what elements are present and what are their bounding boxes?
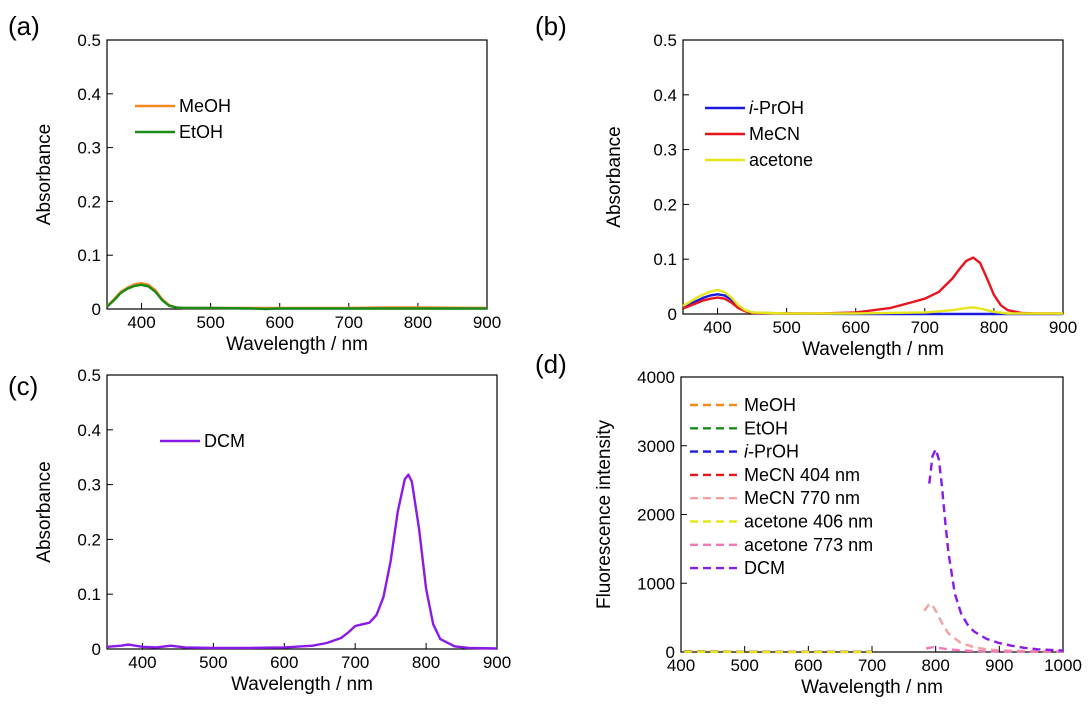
- panel-label: (c): [8, 371, 38, 401]
- x-tick-label: 500: [199, 653, 227, 672]
- x-tick-label: 500: [196, 313, 224, 332]
- series-line-6: [925, 646, 1064, 653]
- x-tick-label: 900: [985, 656, 1013, 675]
- series-line-0: [106, 282, 488, 310]
- legend-label: EtOH: [179, 122, 223, 142]
- x-tick-label: 400: [703, 318, 731, 337]
- legend-label: acetone 406 nm: [744, 512, 873, 532]
- x-tick-label: 500: [730, 656, 758, 675]
- x-tick-label: 1000: [1044, 656, 1082, 675]
- y-tick-label: 0.5: [77, 31, 101, 50]
- x-tick-label: 600: [794, 656, 822, 675]
- y-tick-label: 0.5: [77, 366, 101, 385]
- legend-label: acetone: [749, 150, 813, 170]
- panel-label: (d): [535, 349, 567, 379]
- y-axis-label: Absorbance: [34, 124, 55, 225]
- series-line-1: [106, 283, 487, 311]
- y-tick-label: 0.3: [77, 476, 101, 495]
- y-tick-label: 0.2: [77, 192, 101, 211]
- x-tick-label: 400: [127, 313, 155, 332]
- legend-label: MeCN 404 nm: [744, 465, 860, 485]
- y-tick-label: 0.1: [77, 246, 101, 265]
- x-axis-label: Wavelength / nm: [231, 674, 373, 695]
- y-tick-label: 3000: [637, 437, 675, 456]
- y-tick-label: 0.3: [77, 139, 101, 158]
- x-tick-label: 600: [266, 313, 294, 332]
- x-tick-label: 600: [842, 318, 870, 337]
- y-tick-label: 0.4: [653, 86, 677, 105]
- y-tick-label: 0.4: [77, 421, 101, 440]
- x-tick-label: 700: [911, 318, 939, 337]
- x-tick-label: 600: [270, 653, 298, 672]
- legend-label: EtOH: [744, 418, 788, 438]
- legend-label: MeOH: [744, 395, 796, 415]
- x-tick-label: 500: [772, 318, 800, 337]
- x-tick-label: 700: [341, 653, 369, 672]
- y-tick-label: 0: [92, 640, 101, 659]
- x-tick-label: 400: [667, 656, 695, 675]
- chart-panel-d: (d) 400 500 600 700 800 900 1000 0 1000 2000 3000 40…: [535, 349, 1082, 698]
- y-tick-label: 0.3: [653, 141, 677, 160]
- y-tick-label: 0.4: [77, 85, 101, 104]
- plot-frame: [106, 374, 498, 650]
- x-tick-label: 900: [483, 653, 511, 672]
- panel-label: (a): [8, 11, 40, 41]
- legend-label: MeOH: [179, 96, 231, 116]
- x-axis-label: Wavelength / nm: [802, 339, 944, 360]
- x-tick-label: 900: [473, 313, 501, 332]
- x-tick-label: 700: [858, 656, 886, 675]
- chart-panel-a: (a) 400 500 600 700 800 900 0 0.1 0.2 0.3 0.4 0.5 Wav…: [8, 11, 501, 355]
- x-tick-label: 800: [412, 653, 440, 672]
- y-tick-label: 0: [92, 300, 101, 319]
- y-tick-label: 2000: [637, 506, 675, 525]
- plot-frame: [106, 39, 488, 310]
- y-axis-label: Absorbance: [604, 126, 625, 227]
- y-tick-label: 0: [668, 305, 677, 324]
- series-line-7: [928, 448, 1064, 652]
- y-tick-label: 0.1: [77, 585, 101, 604]
- series-line-4: [923, 602, 1064, 653]
- x-tick-label: 900: [1049, 318, 1077, 337]
- x-tick-label: 800: [921, 656, 949, 675]
- y-tick-label: 4000: [637, 368, 675, 387]
- x-tick-label: 800: [404, 313, 432, 332]
- legend-label: acetone 773 nm: [744, 535, 873, 555]
- series-line-1: [682, 256, 1063, 315]
- y-tick-label: 0.1: [653, 250, 677, 269]
- y-tick-label: 0.2: [77, 530, 101, 549]
- y-tick-label: 0: [666, 643, 675, 662]
- x-tick-label: 800: [980, 318, 1008, 337]
- y-tick-label: 0.2: [653, 195, 677, 214]
- y-tick-label: 0.5: [653, 31, 677, 50]
- y-axis-label: Absorbance: [34, 461, 55, 562]
- x-tick-label: 700: [335, 313, 363, 332]
- legend-label: DCM: [204, 431, 245, 451]
- series-line-0: [106, 473, 498, 650]
- panel-label: (b): [535, 11, 567, 41]
- x-axis-label: Wavelength / nm: [801, 677, 943, 698]
- x-axis-label: Wavelength / nm: [226, 334, 368, 355]
- y-tick-label: 1000: [637, 574, 675, 593]
- legend-label: i-PrOH: [749, 98, 804, 118]
- chart-panel-c: (c) 400 500 600 700 800 900 0 0.1 0.2 0.3 0.4 0.5 Wav…: [8, 366, 511, 695]
- legend-label: DCM: [744, 558, 785, 578]
- chart-panel-b: (b) 400 500 600 700 800 900 0 0.1 0.2 0.3 0.4 0.5 Wav…: [535, 11, 1077, 360]
- plot-frame: [682, 39, 1064, 315]
- x-tick-label: 400: [128, 653, 156, 672]
- legend-label: i-PrOH: [744, 442, 799, 462]
- legend-label: MeCN 770 nm: [744, 488, 860, 508]
- legend-label: MeCN: [749, 124, 800, 144]
- series-line-2: [682, 288, 1063, 315]
- y-axis-label: Fluorescence intensity: [594, 419, 615, 609]
